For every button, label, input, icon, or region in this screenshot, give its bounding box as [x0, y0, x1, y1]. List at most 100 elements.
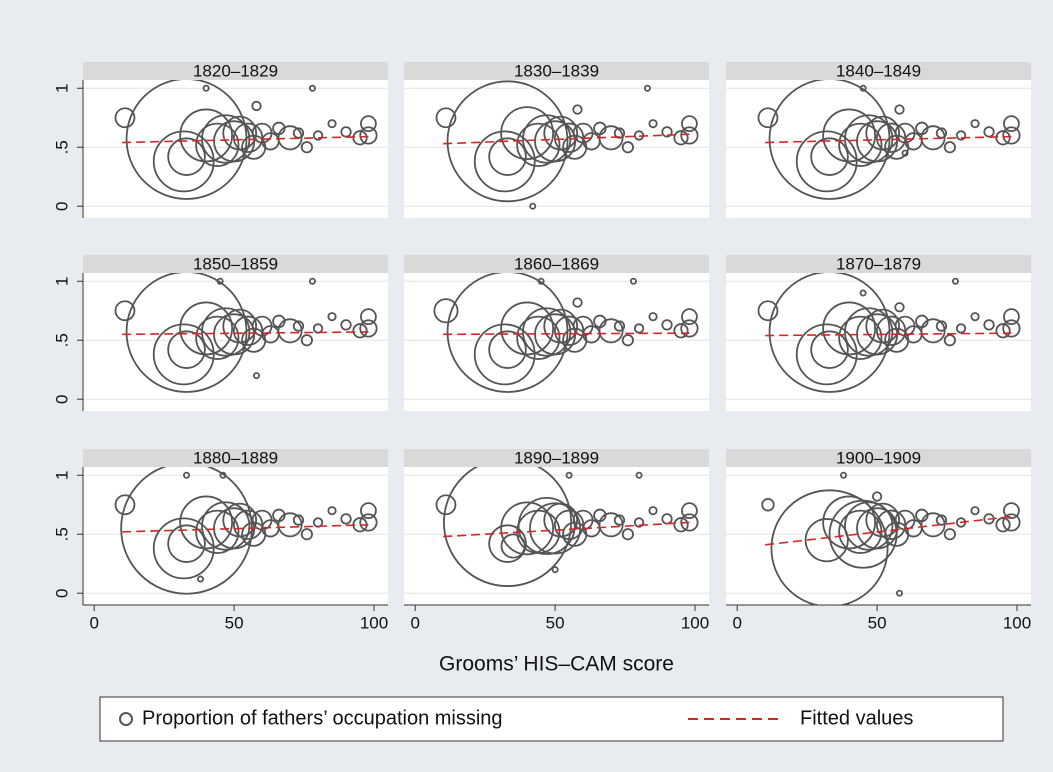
panel-title: 1820–1829 — [193, 61, 278, 80]
bubble — [1002, 319, 1021, 338]
bubble — [681, 308, 698, 326]
bubble — [219, 471, 227, 479]
bubble — [359, 319, 378, 338]
bubble — [488, 330, 527, 369]
bubble — [822, 108, 877, 163]
bubble — [446, 80, 569, 203]
bubble — [327, 312, 337, 322]
bubble — [955, 130, 967, 141]
bubble — [943, 528, 956, 541]
panel-header — [404, 62, 709, 80]
y-tick-label: 1 — [52, 84, 71, 93]
bubble — [308, 277, 316, 285]
bubble — [473, 323, 536, 386]
bubble — [648, 119, 658, 129]
bubble — [537, 277, 545, 285]
bubble — [152, 130, 215, 193]
plot-marks — [114, 273, 378, 393]
panel-title: 1890–1899 — [514, 448, 599, 467]
bubble — [859, 84, 867, 92]
bubble — [488, 137, 527, 176]
bubble — [804, 518, 849, 563]
bubble — [522, 307, 572, 357]
bubble — [680, 319, 699, 338]
x-tick-label: 0 — [89, 613, 98, 632]
bubble — [252, 372, 260, 380]
bubble — [810, 330, 849, 369]
bubble — [216, 277, 224, 285]
bubble — [1002, 126, 1021, 145]
bubble — [613, 320, 626, 332]
x-tick-label: 100 — [681, 613, 709, 632]
bubble — [920, 512, 946, 538]
panel-header — [404, 449, 709, 467]
y-tick-label: 0 — [52, 394, 71, 403]
bubble — [1003, 115, 1020, 133]
bubble — [500, 533, 526, 559]
bubble — [292, 320, 305, 332]
bubble — [983, 319, 995, 331]
bubble — [327, 119, 337, 129]
bubble — [327, 506, 337, 516]
bubble — [635, 471, 643, 479]
bubble — [598, 318, 624, 344]
bubble — [844, 501, 894, 551]
bubble — [500, 106, 555, 160]
bubble — [251, 100, 262, 112]
bubble — [673, 130, 689, 146]
plot-marks — [435, 467, 699, 587]
bubble — [633, 323, 645, 334]
bubble — [516, 122, 561, 167]
plot-marks — [435, 80, 699, 210]
bubble — [901, 149, 909, 157]
legend-label: Fitted values — [800, 707, 913, 729]
y-tick-label: 0 — [52, 201, 71, 210]
bubble — [621, 141, 634, 154]
plot-marks — [757, 80, 1021, 200]
bubble — [822, 495, 877, 550]
bubble — [629, 277, 637, 285]
x-tick-label: 100 — [1003, 613, 1031, 632]
panel-title: 1900–1909 — [836, 448, 921, 467]
bubble — [951, 277, 959, 285]
bubble — [1002, 513, 1021, 532]
bubble — [1003, 502, 1020, 520]
bubble — [300, 528, 313, 541]
bubble — [340, 126, 352, 138]
bubble — [195, 315, 240, 360]
bubble — [197, 575, 205, 583]
plot-marks — [114, 467, 378, 595]
y-tick-label: 0 — [52, 588, 71, 597]
bubble — [473, 130, 536, 193]
bubble — [308, 84, 316, 92]
bubble — [300, 141, 313, 154]
bubble — [661, 319, 673, 331]
panel-header — [404, 255, 709, 273]
bubble — [661, 126, 673, 138]
legend-label: Proportion of fathers’ occupation missin… — [142, 707, 503, 729]
bubble — [114, 494, 136, 516]
bubble — [312, 323, 324, 334]
bubble — [895, 589, 903, 597]
bubble — [167, 330, 206, 369]
bubble — [757, 300, 779, 322]
panel-header — [726, 62, 1031, 80]
bubble — [970, 119, 980, 129]
bubble — [359, 126, 378, 145]
plot-marks — [757, 273, 1021, 393]
bubble — [681, 502, 698, 520]
bubble — [935, 514, 948, 526]
x-tick-label: 0 — [732, 613, 741, 632]
bubble — [633, 517, 645, 528]
bubble — [312, 517, 324, 528]
bubble — [838, 315, 883, 360]
bubble — [840, 471, 848, 479]
bubble — [943, 141, 956, 154]
bubble — [795, 130, 858, 193]
bubble — [500, 301, 555, 356]
bubble — [572, 297, 583, 308]
plot-marks — [761, 471, 1021, 605]
x-tick-label: 0 — [410, 613, 419, 632]
bubble — [292, 514, 305, 526]
